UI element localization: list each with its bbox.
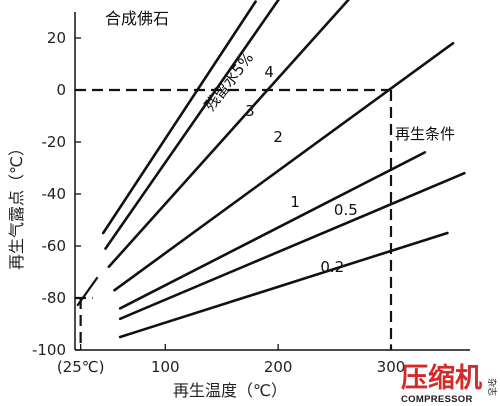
x-tick-label: 200 [264, 358, 293, 376]
series-label: 4 [264, 63, 274, 81]
axes: 200-20-40-60-80-100(25℃) 100 200 300 [32, 12, 470, 376]
logo-side-text: 杂志 [486, 378, 498, 396]
y-tick-label: -20 [42, 133, 67, 151]
y-tick-label: -80 [42, 289, 67, 307]
series-line [113, 41, 455, 292]
series-label: 0.5 [334, 201, 358, 219]
series-line [107, 0, 351, 269]
x-axis-title: 再生温度（℃） [173, 381, 287, 400]
series-line [118, 151, 427, 310]
logo-main-text: 压缩机 [401, 362, 482, 394]
logo-sub-text: COMPRESSOR [401, 394, 473, 405]
y-tick-label: -60 [42, 237, 67, 255]
series-line [101, 0, 257, 235]
chart-title: 合成佛石 [105, 9, 169, 28]
y-tick-label: 0 [56, 81, 66, 99]
publisher-logo: 压缩机 杂志 COMPRESSOR [401, 362, 498, 405]
extra-line [76, 276, 99, 307]
y-tick-label: 20 [47, 29, 66, 47]
y-tick-label: -100 [32, 341, 66, 359]
y-tick-label: -40 [42, 185, 67, 203]
series-line [118, 231, 449, 339]
series-label: 1 [290, 193, 300, 211]
x-tick-label: 300 [377, 358, 406, 376]
y-axis-title: 再生气露点（℃） [7, 140, 26, 270]
series-line [104, 0, 280, 250]
series-label: 2 [273, 128, 283, 146]
regeneration-condition-label: 再生条件 [395, 125, 455, 143]
series-label: 3 [245, 102, 255, 120]
series-label: 0.2 [320, 258, 344, 276]
series-line [118, 171, 466, 321]
x-tick-label: 100 [151, 358, 180, 376]
x-tick-label: (25℃) [57, 358, 105, 376]
series-lines [76, 0, 466, 339]
